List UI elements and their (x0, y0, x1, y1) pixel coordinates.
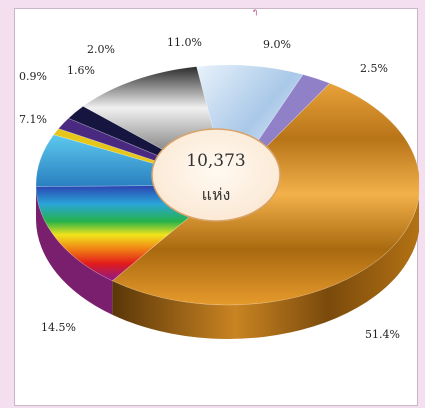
slice-side-0 (112, 196, 419, 339)
slice-label-3: 0.9% (19, 70, 47, 83)
slice-label-5: 2.0% (87, 43, 115, 56)
slice-label-6: 11.0% (167, 36, 202, 49)
slice-label-2: 7.1% (19, 113, 47, 126)
center-hole (151, 128, 281, 222)
center-total-unit: แห่ง (202, 185, 231, 204)
slice-side-1 (36, 186, 113, 315)
slice-label-0: 51.4% (365, 328, 400, 341)
chart-frame: 10,373 แห่ง 51.4% 14.5% 7.1% 0.9% 1.6% 2.0% 11… (14, 8, 419, 406)
center-total-value: 10,373 (186, 151, 245, 171)
slice-label-4: 1.6% (67, 64, 95, 77)
slice-label-7: 9.0% (263, 38, 291, 51)
slice-sides (36, 185, 419, 339)
slice-label-1: 14.5% (41, 321, 76, 334)
slice-labels: 51.4% 14.5% 7.1% 0.9% 1.6% 2.0% 11.0% 9.0% 2.5% (19, 36, 400, 341)
slice-label-8: 2.5% (360, 62, 388, 75)
top-mark: ๆ (253, 9, 257, 16)
doughnut-chart: 10,373 แห่ง 51.4% 14.5% 7.1% 0.9% 1.6% 2.0% 11… (19, 9, 419, 341)
